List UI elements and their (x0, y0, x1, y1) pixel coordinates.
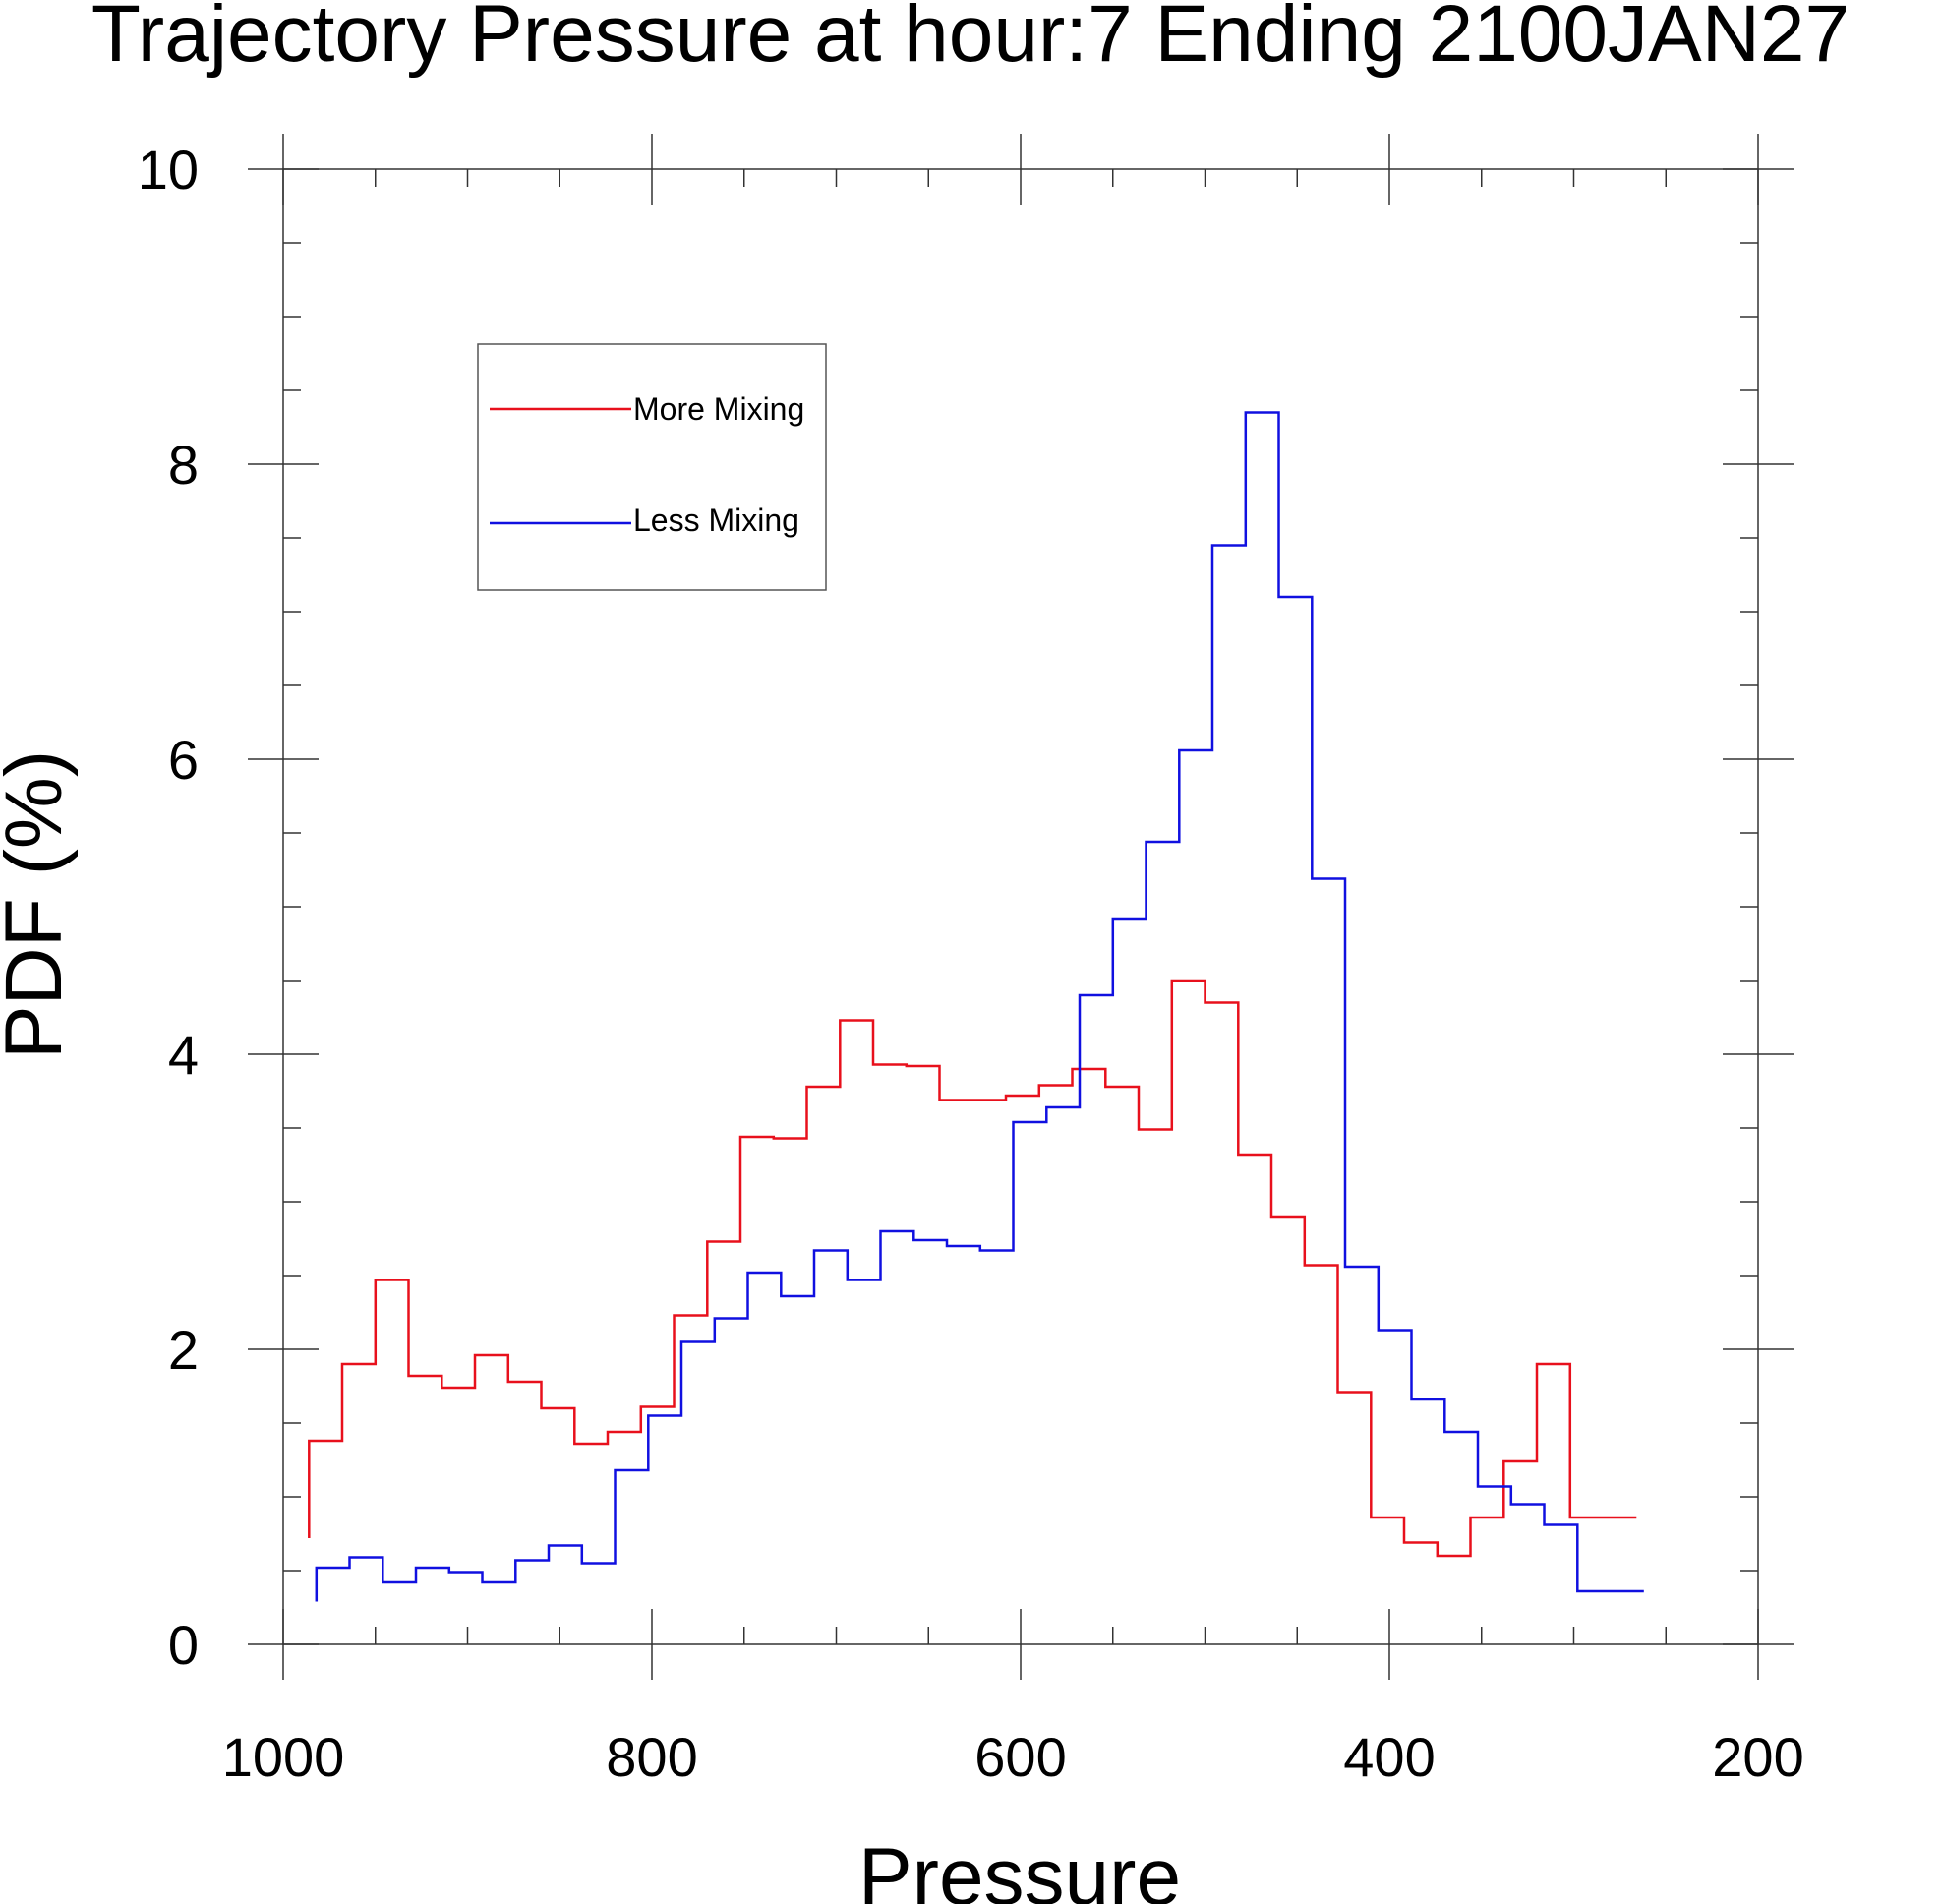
y-tick-label: 4 (168, 1024, 199, 1086)
x-tick-label: 200 (1712, 1726, 1803, 1788)
x-tick-label: 600 (974, 1726, 1066, 1788)
y-tick-label: 8 (168, 434, 199, 496)
series-line-less-mixing (315, 411, 1644, 1602)
legend-box (477, 343, 827, 591)
tick-labels: 1000 800 600 400 200 0 2 4 6 8 10 (138, 139, 1804, 1788)
series-lines (308, 411, 1644, 1602)
x-tick-label: 800 (606, 1726, 697, 1788)
y-tick-label: 2 (168, 1319, 199, 1381)
y-tick-label: 6 (168, 729, 199, 791)
axis-ticks (248, 134, 1794, 1680)
y-tick-label: 10 (138, 139, 199, 201)
legend-label-more-mixing: More Mixing (633, 391, 804, 427)
y-axis-label: PDF (%) (0, 750, 79, 1059)
x-tick-label: 1000 (222, 1726, 345, 1788)
y-tick-label: 0 (168, 1614, 199, 1676)
chart-title: Trajectory Pressure at hour:7 Ending 210… (91, 0, 1850, 79)
series-line-more-mixing (308, 979, 1637, 1558)
x-axis-label: Pressure (858, 1832, 1181, 1904)
x-tick-label: 400 (1343, 1726, 1435, 1788)
legend: More Mixing Less Mixing (477, 343, 827, 591)
legend-label-less-mixing: Less Mixing (633, 503, 799, 538)
